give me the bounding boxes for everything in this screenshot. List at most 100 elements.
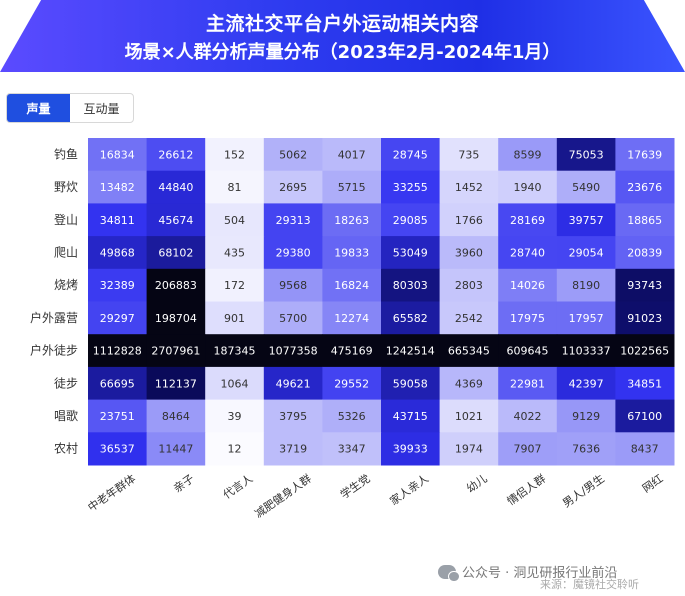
heatmap-cell[interactable]: [381, 432, 441, 466]
heatmap-cell[interactable]: [322, 138, 382, 172]
heatmap-cell[interactable]: [556, 334, 616, 368]
heatmap-cell[interactable]: [205, 170, 265, 204]
heatmap-cell[interactable]: [498, 203, 558, 237]
heatmap-cell[interactable]: [263, 138, 323, 172]
heatmap-cell[interactable]: [439, 236, 499, 270]
heatmap-cell[interactable]: [498, 399, 558, 433]
heatmap-cell[interactable]: [556, 399, 616, 433]
heatmap-cell[interactable]: [322, 236, 382, 270]
heatmap-cell[interactable]: [381, 138, 441, 172]
heatmap-cell[interactable]: [439, 301, 499, 335]
heatmap-cell[interactable]: [381, 236, 441, 270]
heatmap-cell[interactable]: [88, 203, 148, 237]
heatmap-cell[interactable]: [205, 268, 265, 302]
heatmap-cell[interactable]: [263, 170, 323, 204]
heatmap-cell[interactable]: [322, 268, 382, 302]
heatmap-cell[interactable]: [498, 236, 558, 270]
heatmap-cell[interactable]: [615, 399, 675, 433]
heatmap-cell[interactable]: [146, 301, 206, 335]
heatmap-cell[interactable]: [615, 334, 675, 368]
heatmap-cell[interactable]: [615, 138, 675, 172]
heatmap-cell[interactable]: [205, 432, 265, 466]
heatmap-cell[interactable]: [498, 432, 558, 466]
heatmap-cell[interactable]: [205, 138, 265, 172]
heatmap-cell[interactable]: [146, 236, 206, 270]
heatmap-cell[interactable]: [322, 366, 382, 401]
heatmap-cell[interactable]: [322, 399, 382, 433]
heatmap-cell[interactable]: [439, 399, 499, 433]
heatmap-cell[interactable]: [88, 268, 148, 302]
heatmap-cell[interactable]: [381, 399, 441, 433]
heatmap-cell[interactable]: [88, 236, 148, 270]
heatmap-cell[interactable]: [146, 203, 206, 237]
heatmap-cell[interactable]: [263, 366, 323, 401]
heatmap-cell[interactable]: [263, 399, 323, 433]
heatmap-cell[interactable]: [263, 236, 323, 270]
heatmap-cell[interactable]: [205, 334, 265, 368]
heatmap-cell[interactable]: [205, 301, 265, 335]
heatmap-cell[interactable]: [615, 170, 675, 204]
heatmap-cell[interactable]: [556, 432, 616, 466]
heatmap-cell[interactable]: [146, 366, 206, 401]
heatmap-cell[interactable]: [205, 366, 265, 401]
heatmap-cell[interactable]: [615, 301, 675, 335]
heatmap-cell[interactable]: [88, 170, 148, 204]
heatmap-cell[interactable]: [88, 399, 148, 433]
heatmap-cell[interactable]: [146, 399, 206, 433]
heatmap-cell[interactable]: [556, 236, 616, 270]
heatmap-cell[interactable]: [556, 138, 616, 172]
heatmap-cell[interactable]: [381, 203, 441, 237]
heatmap-cell[interactable]: [556, 170, 616, 204]
heatmap-cell[interactable]: [498, 366, 558, 401]
heatmap-cell[interactable]: [88, 432, 148, 466]
heatmap-cell[interactable]: [146, 138, 206, 172]
heatmap-cell[interactable]: [322, 432, 382, 466]
heatmap-cell[interactable]: [439, 268, 499, 302]
heatmap-cell[interactable]: [146, 432, 206, 466]
heatmap-cell[interactable]: [556, 301, 616, 335]
heatmap-cell[interactable]: [381, 334, 441, 368]
heatmap-cell[interactable]: [381, 366, 441, 401]
heatmap-cell[interactable]: [498, 268, 558, 302]
heatmap-cell[interactable]: [322, 334, 382, 368]
heatmap-cell[interactable]: [263, 203, 323, 237]
heatmap-cell[interactable]: [439, 334, 499, 368]
heatmap-cell[interactable]: [498, 170, 558, 204]
heatmap-cell[interactable]: [439, 432, 499, 466]
heatmap-cell[interactable]: [439, 170, 499, 204]
heatmap-cell[interactable]: [205, 236, 265, 270]
heatmap-cell[interactable]: [322, 203, 382, 237]
heatmap-cell[interactable]: [439, 138, 499, 172]
heatmap-cell[interactable]: [322, 170, 382, 204]
heatmap-cell[interactable]: [556, 268, 616, 302]
heatmap-cell[interactable]: [498, 301, 558, 335]
heatmap-cell[interactable]: [146, 170, 206, 204]
heatmap-cell[interactable]: [381, 301, 441, 335]
heatmap-cell[interactable]: [381, 268, 441, 302]
heatmap-cell[interactable]: [146, 268, 206, 302]
heatmap-cell[interactable]: [146, 334, 206, 368]
heatmap-cell[interactable]: [615, 236, 675, 270]
heatmap-cell[interactable]: [205, 203, 265, 237]
heatmap-cell[interactable]: [88, 301, 148, 335]
heatmap-cell[interactable]: [556, 203, 616, 237]
tab-interaction[interactable]: 互动量: [83, 101, 120, 116]
heatmap-cell[interactable]: [615, 268, 675, 302]
heatmap-cell[interactable]: [205, 399, 265, 433]
heatmap-cell[interactable]: [615, 432, 675, 466]
tab-volume[interactable]: 声量: [7, 94, 70, 122]
heatmap-cell[interactable]: [556, 366, 616, 401]
heatmap-cell[interactable]: [263, 432, 323, 466]
heatmap-cell[interactable]: [88, 366, 148, 401]
heatmap-cell[interactable]: [263, 301, 323, 335]
heatmap-cell[interactable]: [88, 138, 148, 172]
heatmap-cell[interactable]: [498, 138, 558, 172]
heatmap-cell[interactable]: [498, 334, 558, 368]
heatmap-cell[interactable]: [263, 268, 323, 302]
heatmap-cell[interactable]: [88, 334, 148, 368]
heatmap-cell[interactable]: [322, 301, 382, 335]
heatmap-cell[interactable]: [439, 203, 499, 237]
heatmap-cell[interactable]: [615, 203, 675, 237]
heatmap-cell[interactable]: [381, 170, 441, 204]
heatmap-cell[interactable]: [439, 366, 499, 401]
